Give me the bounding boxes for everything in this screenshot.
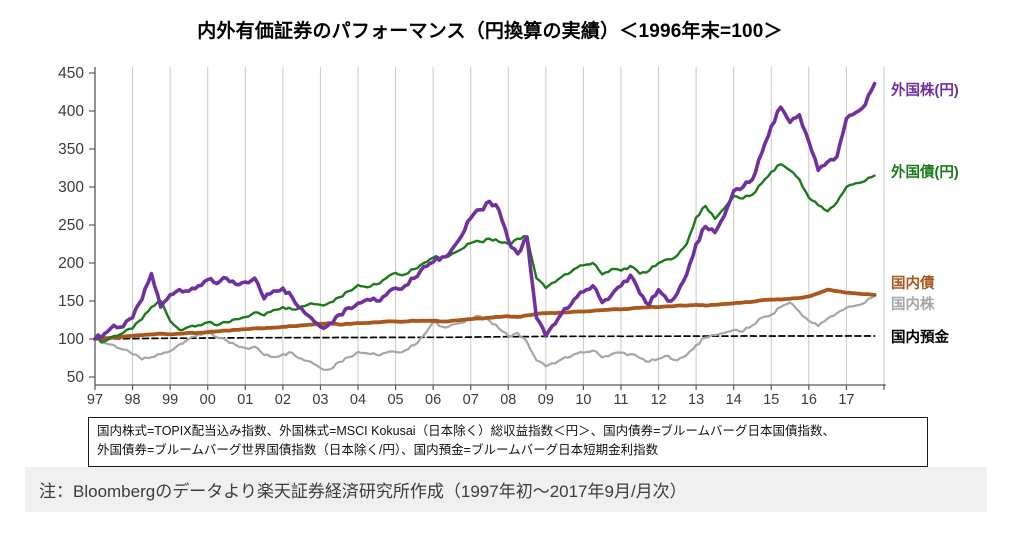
x-axis-tick-label: 04 bbox=[350, 392, 366, 408]
legend-foreign-stocks-label: 外国株(円) bbox=[891, 83, 959, 99]
x-axis-tick-label: 97 bbox=[87, 392, 103, 408]
definition-line-2: 外国債券=ブルームバーグ世界国債指数（日本除く/円）、国内預金=ブルームバーグ日… bbox=[97, 443, 659, 458]
x-axis-tick-label: 14 bbox=[726, 392, 742, 408]
x-axis-tick-label: 00 bbox=[200, 392, 216, 408]
x-axis-tick-label: 03 bbox=[312, 392, 328, 408]
x-axis-tick-label: 01 bbox=[237, 392, 253, 408]
x-axis-tick-label: 15 bbox=[763, 392, 779, 408]
chart-title: 内外有価証券のパフォーマンス（円換算の実績）＜1996年末=100＞ bbox=[197, 21, 783, 42]
y-axis-tick-label: 100 bbox=[58, 331, 84, 348]
y-axis-tick-label: 350 bbox=[58, 141, 84, 158]
x-axis-tick-label: 17 bbox=[838, 392, 854, 408]
x-axis-tick-label: 05 bbox=[387, 392, 403, 408]
line-foreign-bonds bbox=[93, 162, 876, 344]
x-axis-tick-label: 98 bbox=[124, 392, 140, 408]
index-definitions-box: 国内株式=TOPIX配当込み指数、外国株式=MSCI Kokusai（日本除く）… bbox=[88, 417, 928, 467]
y-axis-tick-label: 50 bbox=[67, 369, 85, 386]
x-axis-tick-label: 13 bbox=[688, 392, 704, 408]
x-axis-tick-label: 11 bbox=[613, 392, 628, 408]
y-axis-tick-label: 250 bbox=[58, 217, 84, 234]
legend-domestic-stocks-label: 国内株 bbox=[891, 297, 935, 313]
y-axis-tick-label: 150 bbox=[58, 293, 84, 310]
legend-domestic-deposit-label: 国内預金 bbox=[891, 330, 949, 346]
line-domestic-deposit bbox=[94, 335, 876, 340]
performance-line-chart: 50 100 150 200 250 300 350 400 450 97 98 99 00 01 02 03… bbox=[58, 65, 886, 408]
x-axis-tick-label: 10 bbox=[575, 392, 591, 408]
x-axis-tick-label: 07 bbox=[463, 392, 479, 408]
legend-domestic-bonds-label: 国内債 bbox=[891, 276, 935, 292]
x-axis-tick-label: 12 bbox=[650, 392, 666, 408]
x-axis-tick-label: 08 bbox=[500, 392, 516, 408]
source-note-text: 注：Bloombergのデータより楽天証券経済研究所作成（1997年初～2017… bbox=[39, 482, 687, 501]
y-axis-tick-label: 200 bbox=[58, 255, 84, 272]
x-axis-tick-label: 99 bbox=[162, 392, 178, 408]
y-axis-tick-label: 400 bbox=[58, 103, 84, 120]
x-axis-tick-label: 06 bbox=[425, 392, 441, 408]
y-axis-tick-label: 450 bbox=[58, 65, 84, 82]
x-axis-tick-label: 16 bbox=[801, 392, 817, 408]
x-axis-tick-label: 09 bbox=[538, 392, 554, 408]
line-foreign-stocks bbox=[93, 81, 877, 341]
legend-foreign-bonds-label: 外国債(円) bbox=[891, 165, 959, 181]
x-axis-tick-label: 02 bbox=[275, 392, 291, 408]
definition-line-1: 国内株式=TOPIX配当込み指数、外国株式=MSCI Kokusai（日本除く）… bbox=[97, 424, 835, 438]
y-axis-tick-label: 300 bbox=[58, 179, 84, 196]
source-note: 注：Bloombergのデータより楽天証券経済研究所作成（1997年初～2017… bbox=[25, 467, 987, 512]
line-domestic-bonds bbox=[93, 287, 877, 341]
